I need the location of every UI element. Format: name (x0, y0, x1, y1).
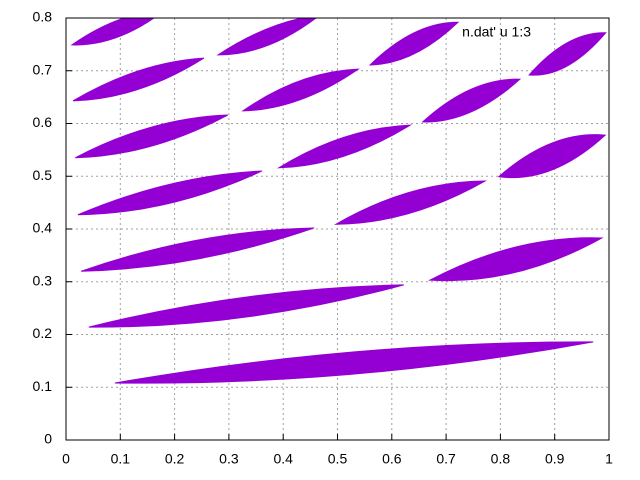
leaf-shape (427, 237, 604, 282)
y-tick-label: 0.1 (33, 378, 53, 394)
y-tick-label: 0.3 (33, 272, 53, 288)
y-tick-label: 0 (44, 431, 52, 447)
y-tick-label: 0.5 (33, 167, 53, 183)
x-tick-label: 0.5 (328, 451, 348, 467)
leaf-shape (114, 341, 594, 384)
leaf-shape (497, 134, 607, 179)
y-tick-label: 0.7 (33, 61, 53, 77)
leaf-shape (528, 32, 607, 76)
x-tick-label: 0.7 (436, 451, 456, 467)
x-tick-label: 1 (605, 451, 613, 467)
x-tick-label: 0.1 (111, 451, 131, 467)
leaf-shape (216, 18, 317, 56)
leaf-shape (241, 68, 360, 112)
y-tick-label: 0.2 (33, 325, 53, 341)
y-tick-label: 0.6 (33, 114, 53, 130)
x-tick-label: 0.2 (165, 451, 185, 467)
x-tick-label: 0.9 (545, 451, 565, 467)
leaf-shape (421, 78, 522, 123)
x-tick-label: 0.3 (219, 451, 239, 467)
y-tick-label: 0.4 (33, 220, 53, 236)
leaf-shape (368, 21, 460, 66)
x-tick-label: 0.4 (273, 451, 293, 467)
leaf-shape (277, 124, 413, 169)
leaf-shape (74, 114, 229, 159)
leaf-shape (81, 227, 315, 272)
y-tick-label: 0.8 (33, 9, 53, 25)
leaf-shape (88, 284, 404, 328)
x-tick-label: 0.6 (382, 451, 402, 467)
leaf-shape (72, 57, 205, 102)
leaf-shape (77, 170, 263, 216)
leaf-shape (333, 180, 488, 225)
leaf-shape (70, 18, 155, 46)
x-tick-label: 0.8 (491, 451, 511, 467)
x-tick-label: 0 (62, 451, 70, 467)
legend-label: n.dat' u 1:3 (462, 24, 531, 40)
